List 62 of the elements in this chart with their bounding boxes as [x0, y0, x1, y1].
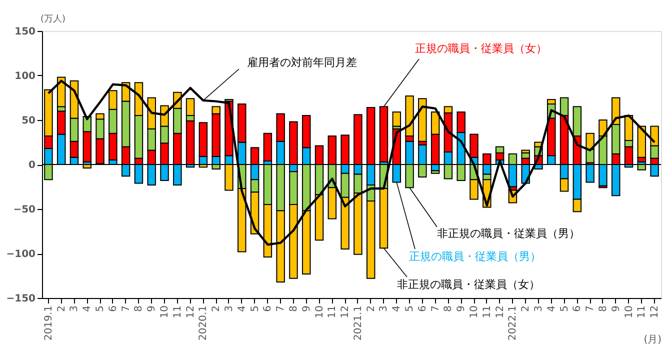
x-tick-label: 5: [404, 306, 416, 312]
x-tick-label: 4: [82, 306, 94, 312]
x-tick-label: 3: [69, 306, 80, 312]
x-tick-label: 2: [366, 306, 377, 312]
y-tick-label: −100: [6, 249, 36, 260]
x-tick-label: 10: [624, 306, 635, 318]
x-tick-label: 7: [585, 306, 596, 312]
x-tick-label: 8: [134, 306, 145, 312]
x-tick-label: 10: [314, 306, 326, 318]
x-tick-label: 7: [276, 306, 287, 312]
x-tick-label: 5: [559, 306, 570, 312]
text: 非正規の職員・従業員（男）: [437, 227, 580, 240]
x-axis-title: (月): [644, 334, 662, 346]
x-tick-label: 9: [301, 306, 312, 312]
x-tick-label: 2019.1: [43, 306, 54, 340]
x-tick-label: 10: [469, 306, 480, 318]
x-tick-label: 8: [288, 306, 300, 312]
x-tick-label: 5: [250, 306, 261, 312]
x-tick-label: 2: [520, 306, 532, 312]
x-tick-label: 9: [610, 306, 622, 312]
x-tick-label: 12: [650, 306, 661, 318]
x-tick-label: 2: [211, 306, 222, 312]
x-tick-label: 7: [430, 306, 442, 312]
x-tick-label: 11: [482, 306, 493, 318]
y-tick-label: 50: [22, 116, 36, 126]
x-tick-label: 6: [108, 306, 119, 312]
text: 非正規の職員・従業員（女）: [397, 278, 540, 291]
x-tick-label: 4: [392, 306, 403, 312]
text: 正規の職員・従業員（女）: [415, 42, 547, 55]
text: 雇用者の対前年同月差: [247, 56, 357, 69]
x-tick-label: 11: [327, 306, 338, 318]
x-tick-label: 11: [172, 306, 184, 318]
y-tick-label: −50: [13, 204, 36, 216]
x-tick-label: 2: [56, 306, 68, 312]
x-tick-label: 5: [95, 306, 106, 312]
x-tick-label: 12: [494, 306, 506, 318]
x-tick-label: 3: [224, 306, 235, 312]
y-axis-title: (万人): [40, 14, 66, 24]
x-tick-label: 2022.1: [508, 306, 519, 340]
x-tick-label: 2021.1: [352, 306, 364, 340]
x-tick-label: 12: [185, 306, 196, 318]
y-tick-label: −150: [6, 294, 36, 304]
x-tick-label: 3: [378, 306, 390, 312]
x-tick-label: 12: [340, 306, 352, 318]
x-tick-label: 11: [636, 306, 648, 318]
x-tick-label: 8: [598, 306, 609, 312]
x-tick-label: 3: [533, 306, 544, 312]
y-tick-label: 0: [28, 160, 36, 171]
y-tick-label: 150: [14, 26, 36, 38]
x-tick-label: 6: [262, 306, 274, 312]
x-tick-label: 6: [572, 306, 584, 312]
x-tick-label: 2020.1: [198, 306, 210, 340]
y-tick-label: 100: [14, 71, 36, 82]
x-tick-label: 6: [417, 306, 428, 312]
x-tick-label: 4: [236, 306, 248, 312]
x-tick-label: 9: [146, 306, 158, 312]
x-tick-label: 9: [456, 306, 468, 312]
x-tick-label: 10: [160, 306, 171, 318]
text: 正規の職員・従業員（男）: [409, 250, 541, 263]
x-tick-label: 4: [546, 306, 558, 312]
x-tick-label: 7: [120, 306, 132, 312]
x-tick-label: 8: [443, 306, 454, 312]
